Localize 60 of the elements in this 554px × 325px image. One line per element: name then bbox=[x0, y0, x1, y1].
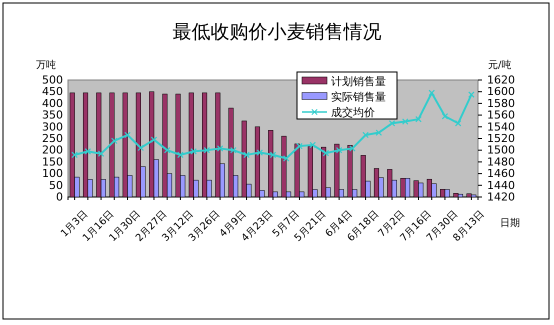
y2-tick-label: 1500 bbox=[487, 144, 515, 157]
y2-tick-label: 1420 bbox=[487, 190, 515, 204]
point bbox=[190, 148, 197, 155]
y2-tick-label: 1580 bbox=[487, 96, 515, 110]
y2-tick-label: 1600 bbox=[487, 85, 515, 98]
point bbox=[204, 146, 210, 154]
point bbox=[282, 155, 290, 162]
point bbox=[322, 150, 330, 156]
y-tick-label: 200 bbox=[42, 144, 63, 157]
y2-tick-label: 1540 bbox=[487, 120, 515, 134]
point bbox=[111, 138, 118, 144]
y-tick-label: 250 bbox=[42, 132, 63, 146]
point bbox=[296, 142, 303, 150]
point bbox=[150, 136, 158, 143]
point bbox=[216, 145, 224, 152]
point bbox=[442, 113, 448, 120]
y-tick-label: 350 bbox=[42, 108, 63, 122]
point bbox=[415, 116, 422, 122]
y2-tick-label: 1440 bbox=[487, 178, 515, 192]
point bbox=[243, 152, 250, 158]
point bbox=[376, 129, 382, 136]
y2-tick-label: 1460 bbox=[487, 167, 515, 180]
y-tick-label: 100 bbox=[42, 167, 63, 180]
point bbox=[336, 146, 342, 154]
y2-tick-label: 1560 bbox=[487, 108, 515, 122]
y-tick-label: 150 bbox=[42, 155, 63, 168]
point bbox=[388, 120, 396, 127]
point bbox=[309, 142, 316, 148]
point bbox=[402, 118, 409, 125]
point bbox=[71, 152, 78, 158]
point bbox=[349, 145, 356, 152]
point bbox=[270, 152, 276, 158]
y2-tick-label: 1520 bbox=[487, 132, 515, 146]
legend-label: 实际销售量 bbox=[331, 90, 386, 104]
y-tick-label: 300 bbox=[42, 120, 63, 134]
point bbox=[230, 146, 237, 154]
point bbox=[256, 149, 264, 156]
y-tick-label: 500 bbox=[42, 74, 63, 87]
y-tick-label: 450 bbox=[42, 85, 63, 98]
point bbox=[98, 150, 104, 157]
y2-tick-label: 1620 bbox=[487, 74, 515, 87]
point bbox=[454, 120, 462, 127]
point bbox=[428, 90, 435, 96]
point bbox=[84, 148, 92, 155]
point bbox=[468, 91, 475, 98]
point bbox=[137, 144, 144, 152]
y-axis-title: 万吨 bbox=[36, 59, 56, 71]
y2-axis-title: 元/吨 bbox=[488, 59, 512, 71]
y2-tick-label: 1480 bbox=[487, 155, 515, 168]
x-axis-title: 日期 bbox=[500, 217, 520, 229]
y-tick-label: 400 bbox=[42, 96, 63, 110]
legend-label: 成交均价 bbox=[331, 106, 375, 119]
point bbox=[164, 146, 170, 154]
legend-label: 计划销售量 bbox=[331, 75, 386, 88]
point bbox=[177, 152, 184, 158]
point bbox=[124, 132, 131, 138]
y-tick-label: 0 bbox=[56, 190, 63, 204]
chart-title: 最低收购价小麦销售情况 bbox=[172, 21, 382, 43]
y-tick-label: 50 bbox=[49, 178, 63, 192]
point bbox=[362, 132, 369, 138]
